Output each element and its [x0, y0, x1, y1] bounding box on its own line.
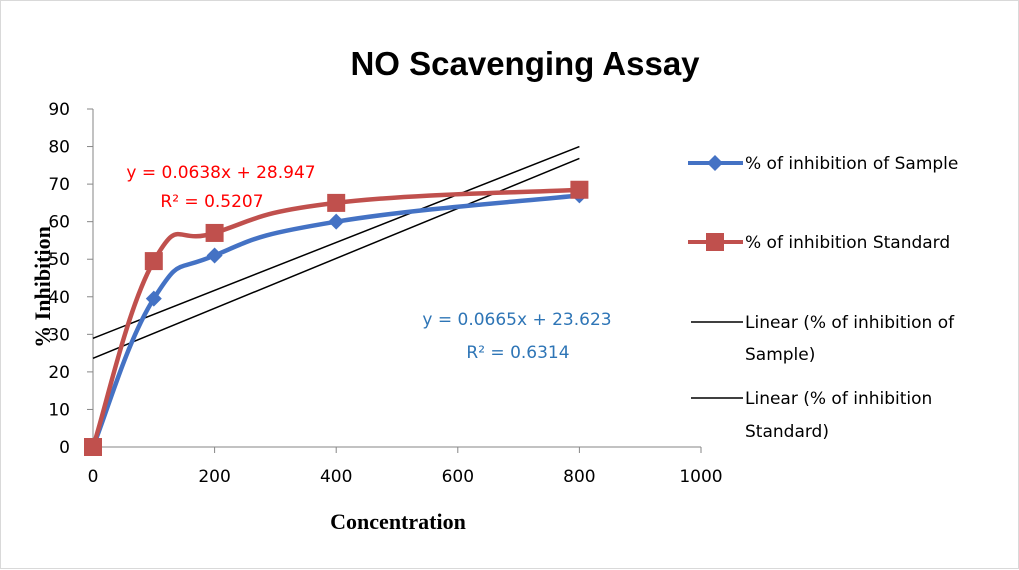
x-tick-label: 0 — [88, 467, 99, 487]
legend-diamond-marker-icon — [707, 155, 723, 171]
x-tick-label: 200 — [198, 467, 230, 487]
legend-label-linear-standard-2: Standard) — [745, 422, 829, 442]
legend-label-sample: % of inhibition of Sample — [745, 154, 958, 174]
x-tick-label: 800 — [563, 467, 595, 487]
standard-data-point — [205, 223, 224, 242]
sample-data-point — [145, 290, 162, 307]
y-tick-label: 60 — [48, 213, 70, 233]
legend-label-standard: % of inhibition Standard — [745, 233, 950, 253]
x-tick-label: 400 — [320, 467, 352, 487]
legend-item-linear-sample: Linear (% of inhibition of Sample) — [691, 313, 955, 365]
standard-data-point — [144, 252, 163, 271]
y-axis-ticks: 0 10 20 30 40 50 60 70 80 90 — [48, 100, 93, 458]
y-tick-label: 50 — [48, 250, 70, 270]
y-tick-label: 0 — [59, 438, 70, 458]
y-axis-title: % Inhibition — [30, 226, 55, 348]
sample-trend-r2: R² = 0.6314 — [466, 343, 569, 363]
legend-square-marker-icon — [706, 233, 724, 251]
y-tick-label: 80 — [48, 138, 70, 158]
legend-item-linear-standard: Linear (% of inhibition Standard) — [691, 389, 932, 442]
y-tick-label: 20 — [48, 363, 70, 383]
y-tick-label: 10 — [48, 400, 70, 420]
legend-label-linear-sample-2: Sample) — [745, 345, 815, 365]
legend-label-linear-standard-1: Linear (% of inhibition — [745, 389, 932, 409]
standard-trend-r2: R² = 0.5207 — [160, 192, 263, 212]
x-axis-title: Concentration — [330, 509, 466, 534]
standard-data-point — [84, 438, 102, 456]
legend-item-sample: % of inhibition of Sample — [688, 154, 958, 174]
y-tick-label: 30 — [48, 325, 70, 345]
sample-data-point — [328, 213, 345, 230]
standard-data-point — [570, 180, 589, 199]
trendline-standard — [92, 145, 580, 339]
series-markers — [84, 180, 589, 456]
y-tick-label: 90 — [48, 100, 70, 120]
x-tick-label: 1000 — [679, 467, 722, 487]
legend: % of inhibition of Sample % of inhibitio… — [688, 154, 958, 442]
sample-data-point — [206, 247, 223, 264]
chart-title: NO Scavenging Assay — [350, 45, 700, 82]
standard-trend-equation: y = 0.0638x + 28.947 — [126, 163, 315, 183]
y-tick-label: 70 — [48, 175, 70, 195]
sample-trend-equation: y = 0.0665x + 23.623 — [422, 310, 611, 330]
legend-label-linear-sample-1: Linear (% of inhibition of — [745, 313, 955, 333]
standard-data-point — [327, 193, 346, 212]
x-tick-label: 600 — [442, 467, 474, 487]
legend-item-standard: % of inhibition Standard — [688, 233, 950, 253]
series-line-sample — [90, 193, 580, 448]
y-tick-label: 40 — [48, 288, 70, 308]
x-axis-ticks: 0 200 400 600 800 1000 — [88, 447, 723, 487]
